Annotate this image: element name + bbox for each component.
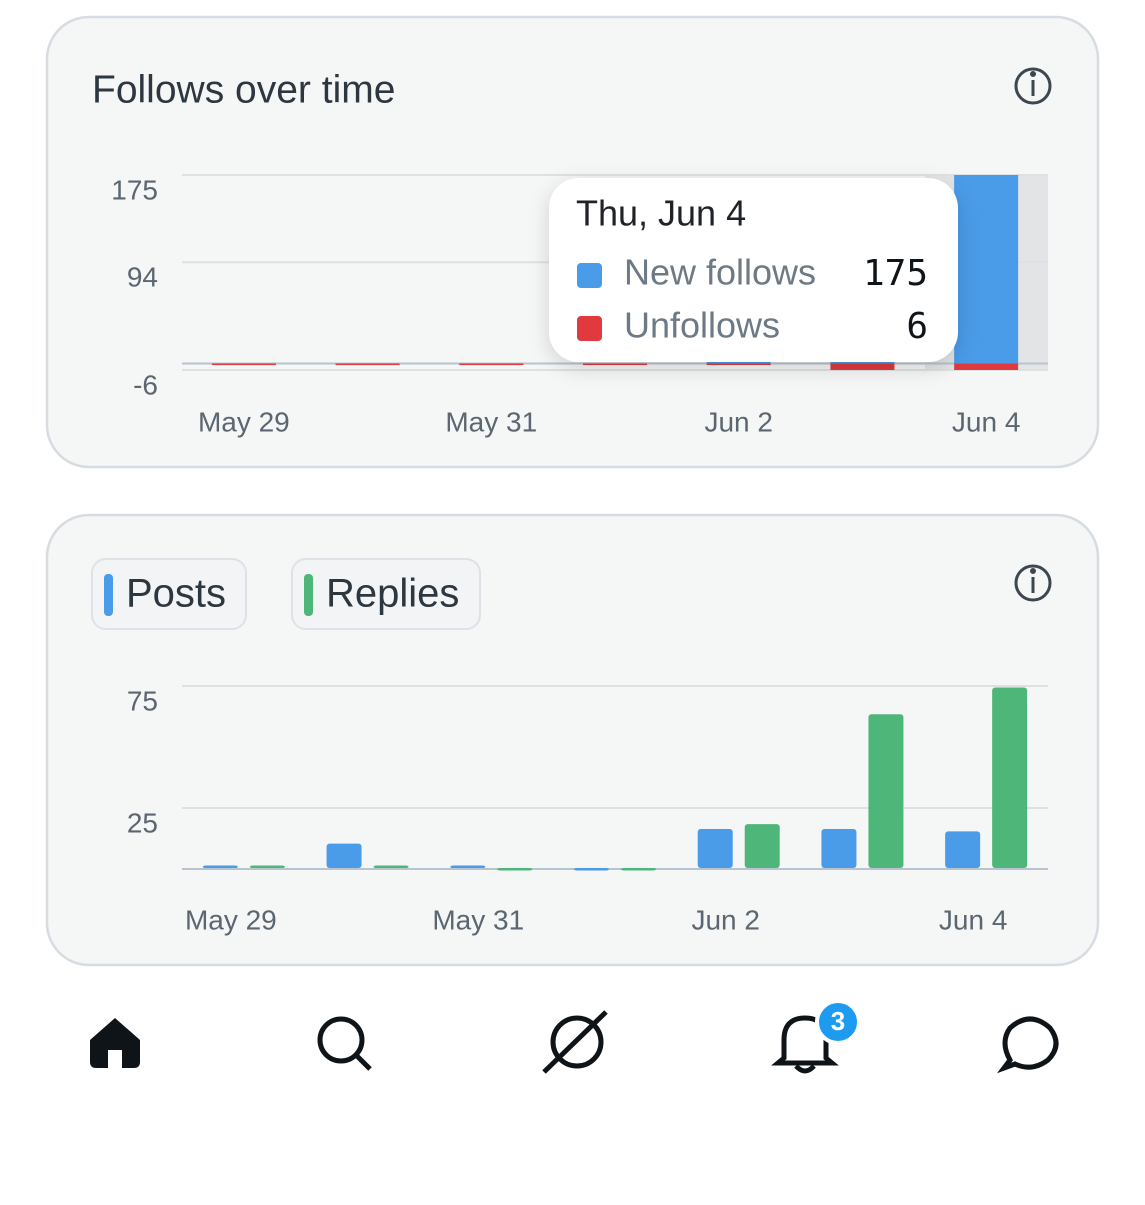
info-icon[interactable]: [1014, 564, 1052, 602]
legend-chip[interactable]: [291, 558, 481, 630]
bar: [459, 363, 524, 366]
tooltip-swatch: [577, 263, 602, 288]
bar: [335, 363, 400, 366]
x-tick-label: Jun 4: [952, 406, 1021, 437]
y-tick-label: -6: [133, 369, 158, 400]
bar: [706, 361, 771, 364]
y-tick-label: 94: [127, 262, 158, 293]
nav-search[interactable]: [317, 1016, 372, 1071]
tooltip-value: 175: [863, 253, 928, 294]
nav-home[interactable]: [90, 1018, 140, 1068]
bar: [373, 865, 409, 869]
bar: [583, 363, 647, 366]
bar: [574, 868, 609, 871]
bar: [945, 831, 981, 868]
bar: [621, 868, 656, 871]
bar: [744, 824, 780, 868]
bar: [202, 865, 238, 869]
legend-swatch: [104, 574, 113, 616]
legend-label: Posts: [126, 572, 226, 616]
badge: [815, 999, 861, 1045]
legend-label: Replies: [326, 572, 459, 616]
bar: [497, 868, 533, 871]
y-tick-label: 175: [111, 174, 158, 205]
nav-grok[interactable]: [542, 1010, 608, 1074]
bar: [211, 363, 276, 366]
x-tick-label: May 29: [198, 406, 290, 437]
tooltip-swatch: [577, 316, 602, 341]
bar: [821, 828, 857, 868]
bar: [697, 828, 733, 868]
info-icon[interactable]: [1014, 67, 1052, 105]
legend-swatch: [304, 574, 313, 616]
x-tick-label: May 31: [432, 904, 524, 935]
y-tick-label: 75: [127, 685, 158, 716]
bar: [326, 843, 362, 868]
x-tick-label: Jun 2: [704, 406, 773, 437]
tooltip-value: 6: [906, 306, 928, 347]
y-tick-label: 25: [127, 807, 158, 838]
nav-messages[interactable]: [996, 1016, 1059, 1074]
bar: [992, 687, 1028, 868]
bar: [954, 175, 1019, 364]
tooltip: [549, 178, 958, 362]
x-tick-label: Jun 2: [691, 904, 760, 935]
bar: [954, 363, 1019, 370]
x-tick-label: May 31: [445, 406, 537, 437]
badge-count: 3: [831, 1006, 845, 1036]
bar: [706, 363, 771, 366]
tooltip-series: New follows: [624, 252, 816, 293]
bar: [868, 714, 904, 868]
legend-chip[interactable]: [91, 558, 247, 630]
tooltip-series: Unfollows: [624, 305, 780, 346]
tooltip-title: Thu, Jun 4: [576, 193, 746, 234]
bar: [450, 865, 486, 869]
bar: [249, 865, 285, 869]
x-tick-label: Jun 4: [939, 904, 1008, 935]
x-tick-label: May 29: [185, 904, 277, 935]
chart-title: Follows over time: [92, 68, 395, 111]
bar: [830, 363, 895, 370]
